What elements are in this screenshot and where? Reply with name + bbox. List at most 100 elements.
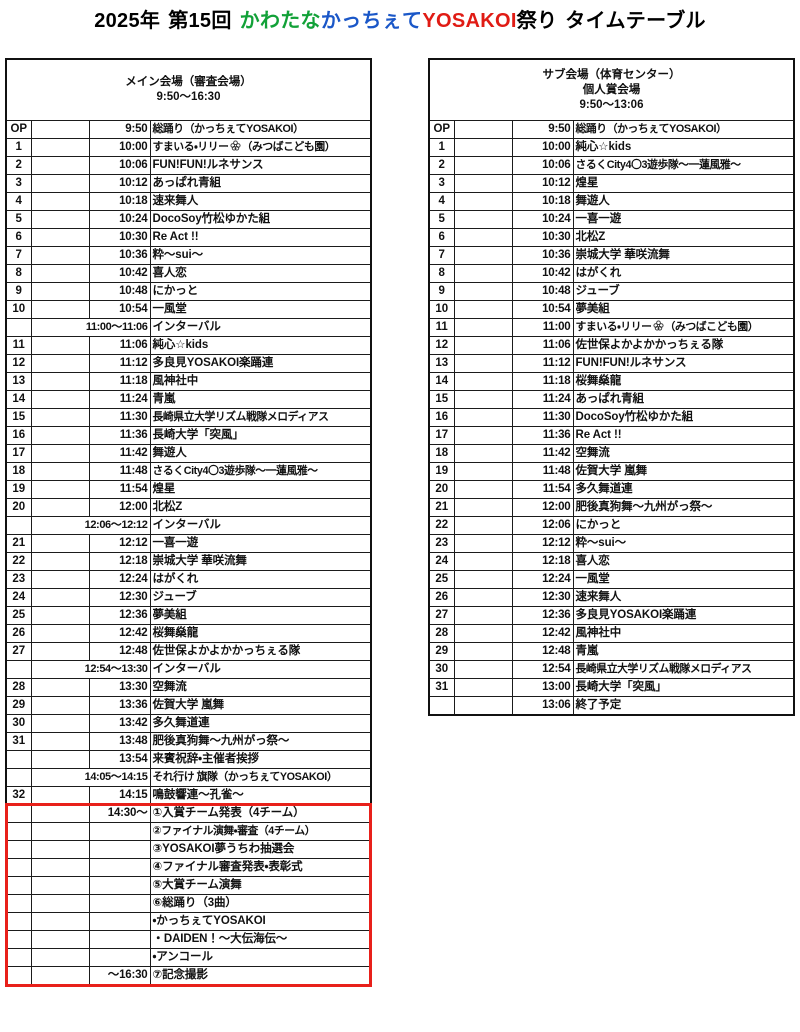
- team-name-post: （みつばこども園）: [664, 321, 759, 333]
- table-row: 24 12:30 ジューブ: [5, 588, 372, 607]
- row-spacer-cell: [453, 624, 513, 643]
- table-row: 13:54 来賓祝辞・主催者挨拶: [5, 750, 372, 769]
- title-edition: 第15回: [168, 10, 232, 32]
- main-venue-header-line1: メイン会場（審査会場）: [125, 76, 252, 88]
- row-number-cell: [5, 858, 32, 877]
- sub-venue-header: サブ会場（体育センター） 個人賞会場 9:50〜13:06: [428, 58, 795, 121]
- row-number-cell: 30: [428, 660, 455, 679]
- row-number-cell: 10: [428, 300, 455, 319]
- row-spacer-cell: [30, 804, 90, 823]
- row-spacer-cell: [453, 336, 513, 355]
- row-spacer-cell: [453, 228, 513, 247]
- row-spacer-cell: [453, 192, 513, 211]
- row-time-cell: 10:12: [511, 174, 574, 193]
- row-team-cell: 崇城大学 華咲流舞: [149, 552, 372, 571]
- row-time-cell: 10:30: [511, 228, 574, 247]
- row-number-cell: 15: [5, 408, 32, 427]
- row-number-cell: [5, 768, 32, 787]
- row-time-cell: 10:42: [511, 264, 574, 283]
- row-team-cell: インターバル: [149, 660, 372, 679]
- row-time-cell: 12:24: [511, 570, 574, 589]
- row-spacer-cell: [30, 300, 90, 319]
- table-row: 9 10:48 にかっと: [5, 282, 372, 301]
- row-spacer-cell: [30, 480, 90, 499]
- row-spacer-cell: [30, 534, 90, 553]
- row-team-cell: DocoSoy竹松ゆかた組: [572, 408, 795, 427]
- flower-icon: [653, 320, 664, 331]
- row-spacer-cell: [30, 930, 90, 949]
- row-number-cell: 20: [5, 498, 32, 517]
- row-time-cell: 12:48: [511, 642, 574, 661]
- table-row: 28 12:42 風神社中: [428, 624, 795, 643]
- table-row: 25 12:24 一風堂: [428, 570, 795, 589]
- row-time-cell: 12:00: [511, 498, 574, 517]
- row-time-cell: 11:48: [88, 462, 151, 481]
- row-time-cell: 11:36: [511, 426, 574, 445]
- row-number-cell: 13: [428, 354, 455, 373]
- row-spacer-cell: [453, 246, 513, 265]
- row-spacer-cell: [453, 588, 513, 607]
- row-time-cell: 12:42: [511, 624, 574, 643]
- row-time-cell: 12:48: [88, 642, 151, 661]
- table-row: 7 10:36 粋〜sui〜: [5, 246, 372, 265]
- row-team-cell: 終了予定: [572, 696, 795, 716]
- row-spacer-cell: [453, 570, 513, 589]
- row-number-cell: [5, 912, 32, 931]
- row-number-cell: 15: [428, 390, 455, 409]
- table-row: 2 10:06 FUN!FUN!ルネサンス: [5, 156, 372, 175]
- row-spacer-cell: [30, 246, 90, 265]
- row-number-cell: 2: [5, 156, 32, 175]
- row-number-cell: 27: [5, 642, 32, 661]
- row-spacer-cell: [30, 264, 90, 283]
- row-time-cell: 10:48: [511, 282, 574, 301]
- title-kawatana: かわたな: [239, 10, 321, 32]
- row-spacer-cell: [30, 426, 90, 445]
- row-number-cell: 10: [5, 300, 32, 319]
- row-number-cell: 3: [428, 174, 455, 193]
- row-time-cell: [88, 912, 151, 931]
- row-spacer-cell: [30, 714, 90, 733]
- main-venue-rows: OP 9:50 総踊り（かっちぇてYOSAKOI） 1 10:00 すまいる・リリー （みつ…: [5, 120, 372, 986]
- table-row: 31 13:48 肥後真狗舞〜九州がっ祭〜: [5, 732, 372, 751]
- table-row: 20 12:00 北松Z: [5, 498, 372, 517]
- row-time-cell: 10:48: [88, 282, 151, 301]
- title-matsuri: 祭り: [516, 10, 558, 32]
- row-time-cell: 14:15: [88, 786, 151, 805]
- row-spacer-cell: [453, 660, 513, 679]
- row-team-cell: 総踊り（かっちぇてYOSAKOI）: [149, 120, 372, 139]
- sub-venue-header-line1: サブ会場（体育センター）: [542, 68, 681, 81]
- row-number-cell: 6: [5, 228, 32, 247]
- row-team-cell: 桜舞燊龍: [572, 372, 795, 391]
- table-row: 18 11:42 空舞流: [428, 444, 795, 463]
- row-number-cell: 11: [5, 336, 32, 355]
- row-spacer-cell: [30, 606, 90, 625]
- row-number-cell: [5, 930, 32, 949]
- row-time-cell: 11:24: [511, 390, 574, 409]
- table-row: 2 10:06 さるくCity4〇3遊歩隊〜一蓮風雅〜: [428, 156, 795, 175]
- row-number-cell: 3: [5, 174, 32, 193]
- row-number-cell: [5, 840, 32, 859]
- row-number-cell: [428, 696, 455, 716]
- row-team-cell: さるくCity4〇3遊歩隊〜一蓮風雅〜: [149, 462, 372, 481]
- row-spacer-cell: [30, 840, 90, 859]
- row-time-cell: 10:24: [511, 210, 574, 229]
- row-team-cell: 多久舞道連: [149, 714, 372, 733]
- row-time-cell: 12:00: [88, 498, 151, 517]
- row-number-cell: 6: [428, 228, 455, 247]
- row-spacer-cell: [30, 336, 90, 355]
- finale-table-row: ③YOSAKOI夢うちわ抽選会: [5, 840, 372, 859]
- sub-venue-board: サブ会場（体育センター） 個人賞会場 9:50〜13:06 OP 9:50 総踊り（…: [428, 58, 795, 716]
- row-team-cell: すまいる・リリー （みつばこども園）: [572, 318, 795, 337]
- table-row: 24 12:18 喜人恋: [428, 552, 795, 571]
- row-spacer-cell: [30, 642, 90, 661]
- row-number-cell: [5, 822, 32, 841]
- row-team-cell: 舞遊人: [149, 444, 372, 463]
- row-spacer-cell: [30, 570, 90, 589]
- row-time-cell: 11:30: [88, 408, 151, 427]
- row-team-cell: ジューブ: [572, 282, 795, 301]
- row-spacer-cell: [453, 552, 513, 571]
- team-name-post: （みつばこども園）: [241, 141, 336, 153]
- row-spacer-cell: [30, 750, 90, 769]
- row-spacer-cell: [453, 462, 513, 481]
- row-spacer-cell: [453, 138, 513, 157]
